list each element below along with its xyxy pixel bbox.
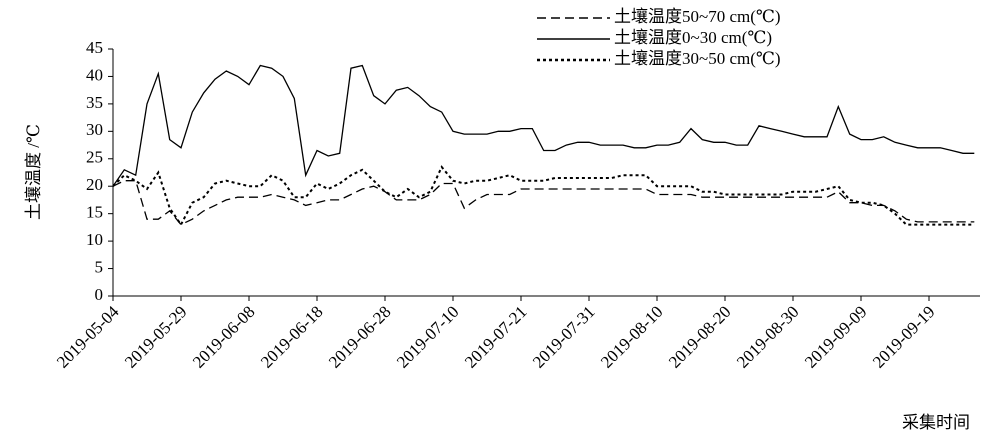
legend-label: 土壤温度30~50 cm(℃) [614,48,781,68]
x-tick-label: 2019-06-28 [325,302,395,372]
x-tick-label: 2019-06-08 [189,302,259,372]
x-tick-label: 2019-09-09 [801,302,871,372]
x-tick-label: 2019-08-30 [733,302,803,372]
y-tick-label: 10 [86,230,103,249]
line [112,165,975,227]
y-tick-label: 40 [86,65,103,84]
y-tick-label: 25 [86,148,103,167]
legend-label: 土壤温度50~70 cm(℃) [614,6,781,26]
y-tick-label: 20 [86,175,103,194]
y-axis-label: 土壤温度 /℃ [23,124,43,220]
x-tick-label: 2019-08-20 [665,302,735,372]
line [112,64,975,187]
x-tick-label: 2019-07-10 [393,302,463,372]
x-tick-label: 2019-08-10 [597,302,667,372]
y-tick-label: 5 [95,257,104,276]
y-tick-label: 15 [86,203,103,222]
x-tick-label: 2019-07-21 [461,302,531,372]
y-tick-label: 45 [86,38,103,57]
x-tick-label: 2019-05-04 [53,302,123,372]
y-tick-label: 30 [86,120,103,139]
x-tick-label: 2019-09-19 [869,302,939,372]
y-tick-label: 35 [86,93,103,112]
y-tick-label: 0 [95,285,104,304]
x-tick-label: 2019-06-18 [257,302,327,372]
line [112,180,975,226]
x-tick-label: 2019-05-29 [121,302,191,372]
x-axis-label: 采集时间 [902,413,970,432]
legend-label: 土壤温度0~30 cm(℃) [614,27,772,47]
x-tick-label: 2019-07-31 [529,302,599,372]
